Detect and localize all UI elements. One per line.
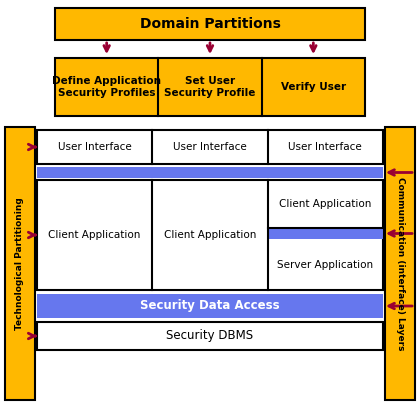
Text: Technological Partitioning: Technological Partitioning [16,197,24,330]
Text: Domain Partitions: Domain Partitions [139,17,281,31]
Bar [37,294,383,318]
Text: Set User
Security Profile: Set User Security Profile [164,76,256,98]
Bar [268,228,383,239]
Text: Client Application: Client Application [164,230,256,240]
Text: User Interface: User Interface [289,142,362,152]
Bar [37,180,383,290]
Text: Communication (interface) Layers: Communication (interface) Layers [396,177,404,350]
Bar [55,58,365,116]
Bar [37,167,383,178]
Text: Server Application: Server Application [277,260,373,270]
Bar [55,8,365,40]
Text: Client Application: Client Application [279,199,372,209]
Text: Security DBMS: Security DBMS [166,330,254,342]
Bar [385,127,415,400]
Text: Define Application
Security Profiles: Define Application Security Profiles [52,76,161,98]
Bar [37,322,383,350]
Bar [37,130,383,164]
Text: Security Data Access: Security Data Access [140,299,280,312]
Text: User Interface: User Interface [173,142,247,152]
Bar [5,127,35,400]
Text: Client Application: Client Application [48,230,141,240]
Text: User Interface: User Interface [58,142,131,152]
Text: Verify User: Verify User [281,82,346,92]
